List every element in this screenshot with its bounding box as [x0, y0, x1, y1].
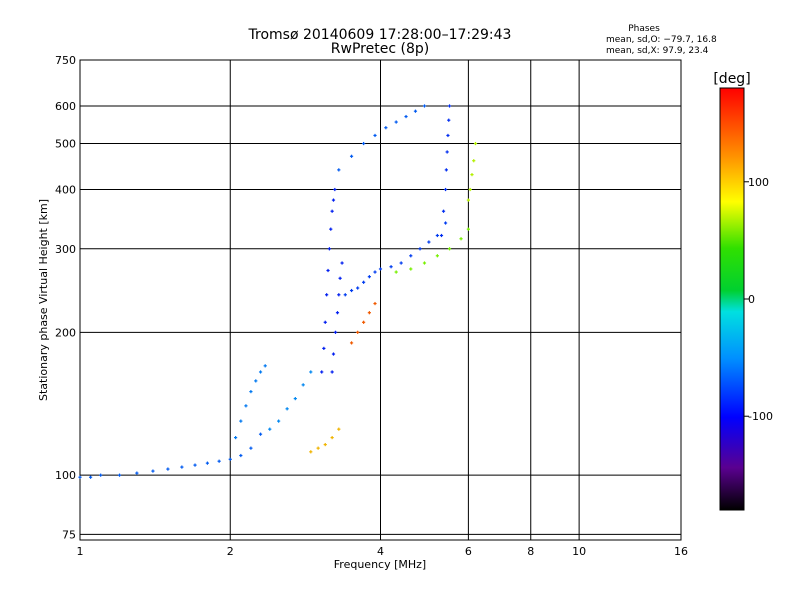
x-tick-label: 8: [527, 545, 534, 558]
phases-o-line: mean, sd,O: −79.7, 16.8: [606, 35, 717, 45]
colorbar-ticks: 100 0 -100: [744, 176, 773, 423]
series-group: [234, 364, 267, 440]
y-tick-label: 500: [55, 138, 76, 151]
y-tick-label: 300: [55, 243, 76, 256]
colorbar-tick-label: 100: [748, 176, 769, 189]
series-group: [349, 301, 377, 345]
x-tick-label: 4: [377, 545, 384, 558]
series-group: [268, 370, 313, 431]
colorbar-tick-label: -100: [748, 410, 773, 423]
series-group: [466, 141, 478, 202]
y-axis-label: Stationary phase Virtual Height [km]: [37, 199, 50, 401]
series-group: [394, 227, 470, 274]
series-group: [337, 104, 427, 172]
y-tick-label: 750: [55, 54, 76, 67]
x-tick-label: 16: [674, 545, 688, 558]
x-axis-label: Frequency [MHz]: [334, 558, 426, 571]
series-group: [439, 104, 452, 238]
series-group: [343, 221, 448, 297]
tick-labels: 1 2 4 6 8 10 16 75 100 200 300 400 500 600 750: [55, 54, 688, 558]
series-group: [309, 427, 341, 454]
phases-x-line: mean, sd,X: 97.9, 23.4: [606, 46, 709, 56]
colorbar-label: [deg]: [713, 71, 750, 87]
series-group: [320, 187, 337, 374]
y-tick-label: 100: [55, 469, 76, 482]
phases-heading: Phases: [628, 24, 660, 34]
y-tick-label: 200: [55, 326, 76, 339]
chart-subtitle: RwPretec (8p): [331, 41, 429, 57]
data-points: [78, 104, 478, 479]
series-group: [330, 261, 344, 374]
x-tick-label: 2: [227, 545, 234, 558]
y-tick-label: 600: [55, 100, 76, 113]
x-tick-label: 10: [572, 545, 586, 558]
x-tick-label: 6: [465, 545, 472, 558]
chart-title: Tromsø 20140609 17:28:00–17:29:43: [248, 27, 512, 43]
y-tick-label: 400: [55, 184, 76, 197]
colorbar-tick-label: 0: [748, 293, 755, 306]
series-group: [78, 432, 263, 479]
colorbar: [719, 87, 745, 511]
y-tick-label: 75: [62, 528, 76, 541]
x-tick-label: 1: [77, 545, 84, 558]
